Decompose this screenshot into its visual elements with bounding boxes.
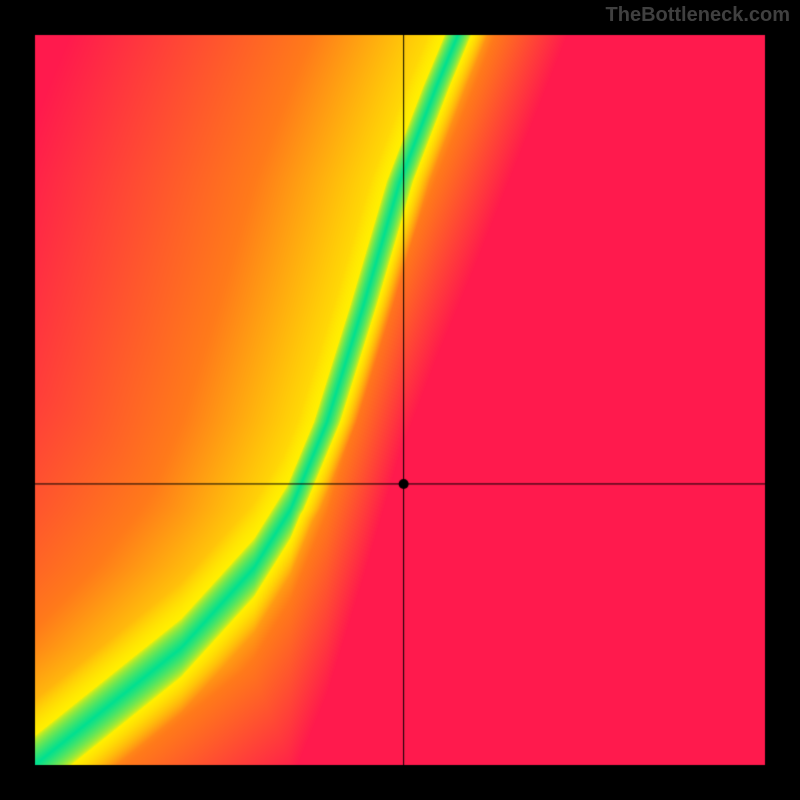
plot-area bbox=[0, 0, 800, 800]
watermark-text: TheBottleneck.com bbox=[606, 4, 790, 27]
heatmap-canvas bbox=[0, 0, 800, 800]
chart-container: TheBottleneck.com bbox=[0, 0, 800, 800]
